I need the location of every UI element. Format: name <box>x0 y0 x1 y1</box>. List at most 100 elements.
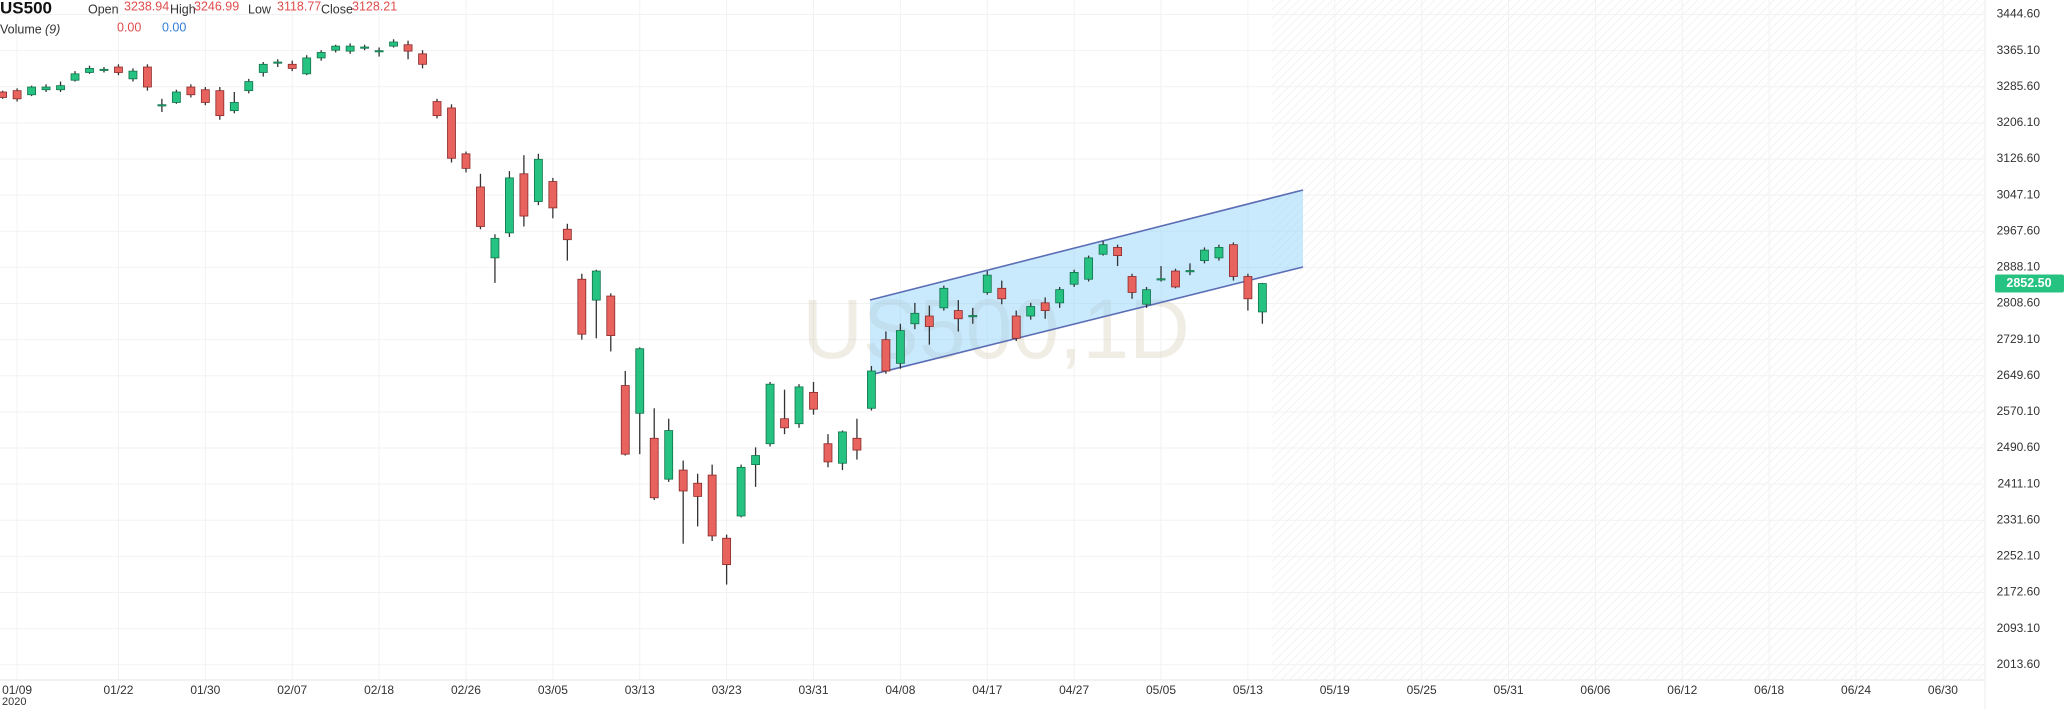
close-value: 3128.21 <box>352 0 397 13</box>
candle-body <box>924 315 934 327</box>
x-tick-label: 01/22 <box>103 683 133 697</box>
candle-body <box>273 61 283 64</box>
symbol: US500 <box>0 0 52 17</box>
last-price-label: 2852.50 <box>2006 276 2051 290</box>
candle-body <box>12 90 22 100</box>
x-tick-label: 02/26 <box>451 683 481 697</box>
year-label: 2020 <box>2 696 26 708</box>
candle-body <box>620 385 630 455</box>
x-tick-label: 03/05 <box>538 683 568 697</box>
x-tick-label: 05/31 <box>1494 683 1524 697</box>
candle-body <box>982 274 992 293</box>
x-tick-label: 04/27 <box>1059 683 1089 697</box>
x-tick-label: 05/05 <box>1146 683 1176 697</box>
x-tick-label: 04/17 <box>972 683 1002 697</box>
candle-body <box>533 158 543 202</box>
candle-body <box>591 270 601 301</box>
candle-body <box>331 45 341 51</box>
y-tick-label: 2411.10 <box>1998 476 2041 490</box>
y-tick-label: 2888.10 <box>1997 260 2041 274</box>
x-tick-label: 05/13 <box>1233 683 1263 697</box>
candle-body <box>1142 289 1151 305</box>
candle-body <box>70 73 80 81</box>
candle-body <box>751 455 760 466</box>
high-label: High <box>170 2 196 16</box>
y-tick-label: 2252.10 <box>1997 549 2041 563</box>
candle-body <box>432 101 442 117</box>
candle-body <box>1257 283 1267 313</box>
y-tick-label: 2331.60 <box>1997 512 2041 526</box>
candle-body <box>809 391 818 410</box>
y-tick-label: 3365.10 <box>1997 43 2041 57</box>
y-tick-label: 3285.60 <box>1997 79 2041 93</box>
x-tick-label: 02/18 <box>364 683 394 697</box>
candle-body <box>765 383 775 445</box>
candle-body <box>968 315 978 318</box>
candle-body <box>461 153 471 169</box>
candle-body <box>374 50 384 53</box>
candle-body <box>99 68 109 71</box>
y-tick-label: 2967.60 <box>1997 223 2041 237</box>
candle-body <box>736 466 746 517</box>
x-tick-label: 02/07 <box>277 683 307 697</box>
candle-body <box>0 91 8 98</box>
candle-body <box>1011 315 1021 339</box>
candle-body <box>157 104 167 107</box>
y-tick-label: 2649.60 <box>1997 368 2041 382</box>
candle-body <box>780 418 789 429</box>
watermark: US500,1D <box>802 282 1190 376</box>
candle-body <box>1229 244 1238 277</box>
y-tick-label: 3047.10 <box>1997 187 2041 201</box>
axes: 3444.60 3365.10 3285.60 3206.10 3126.60 3047.… <box>2 7 2064 708</box>
candle-body <box>186 86 196 96</box>
candle-body <box>1243 276 1253 300</box>
candle-body <box>114 66 123 73</box>
candle-body <box>1055 289 1065 304</box>
low-value: 3118.77 <box>277 0 321 13</box>
y-tick-label: 2490.60 <box>1997 440 2041 454</box>
candle-body <box>229 102 239 112</box>
channel-top <box>869 189 1304 301</box>
candle-body <box>476 186 485 227</box>
candle-body <box>447 107 456 159</box>
grid <box>0 0 1985 680</box>
candle-body <box>838 431 847 464</box>
candle-body <box>143 66 152 88</box>
y-tick-label: 3206.10 <box>1997 115 2041 129</box>
y-tick-label: 2172.60 <box>1997 585 2041 599</box>
candle-body <box>171 91 181 103</box>
candle-body <box>867 370 876 409</box>
x-tick-label: 05/25 <box>1407 683 1437 697</box>
candle-body <box>1026 306 1036 317</box>
x-tick-label: 04/08 <box>885 683 915 697</box>
y-tick-label: 2808.60 <box>1997 296 2041 310</box>
candle-body <box>1069 272 1079 285</box>
candle-body <box>1171 270 1180 288</box>
candle-body <box>562 228 572 241</box>
volume-value: 0.00 <box>162 20 186 34</box>
x-tick-label: 06/30 <box>1928 683 1958 697</box>
candle-body <box>707 474 717 537</box>
x-tick-label: 05/19 <box>1320 683 1350 697</box>
candle-body <box>41 86 51 91</box>
x-tick-label: 03/13 <box>625 683 655 697</box>
candle-body <box>1040 302 1050 311</box>
candle-body <box>1084 257 1094 280</box>
candle-body <box>577 278 587 335</box>
volume-label: Volume <box>0 22 42 36</box>
y-tick-label: 2570.10 <box>1997 404 2041 418</box>
volume-value: 0.00 <box>117 20 141 34</box>
high-value: 3246.99 <box>194 0 239 13</box>
candle-body <box>794 386 804 425</box>
candle-body <box>1156 278 1166 281</box>
candle-body <box>939 287 949 309</box>
candle-body <box>128 70 138 80</box>
candle-body <box>490 237 500 259</box>
candle-body <box>953 310 963 320</box>
candle-body <box>664 430 674 480</box>
candle-body <box>316 52 326 59</box>
x-tick-label: 06/12 <box>1667 683 1697 697</box>
candle-body <box>287 63 297 69</box>
candle-body <box>881 339 891 372</box>
